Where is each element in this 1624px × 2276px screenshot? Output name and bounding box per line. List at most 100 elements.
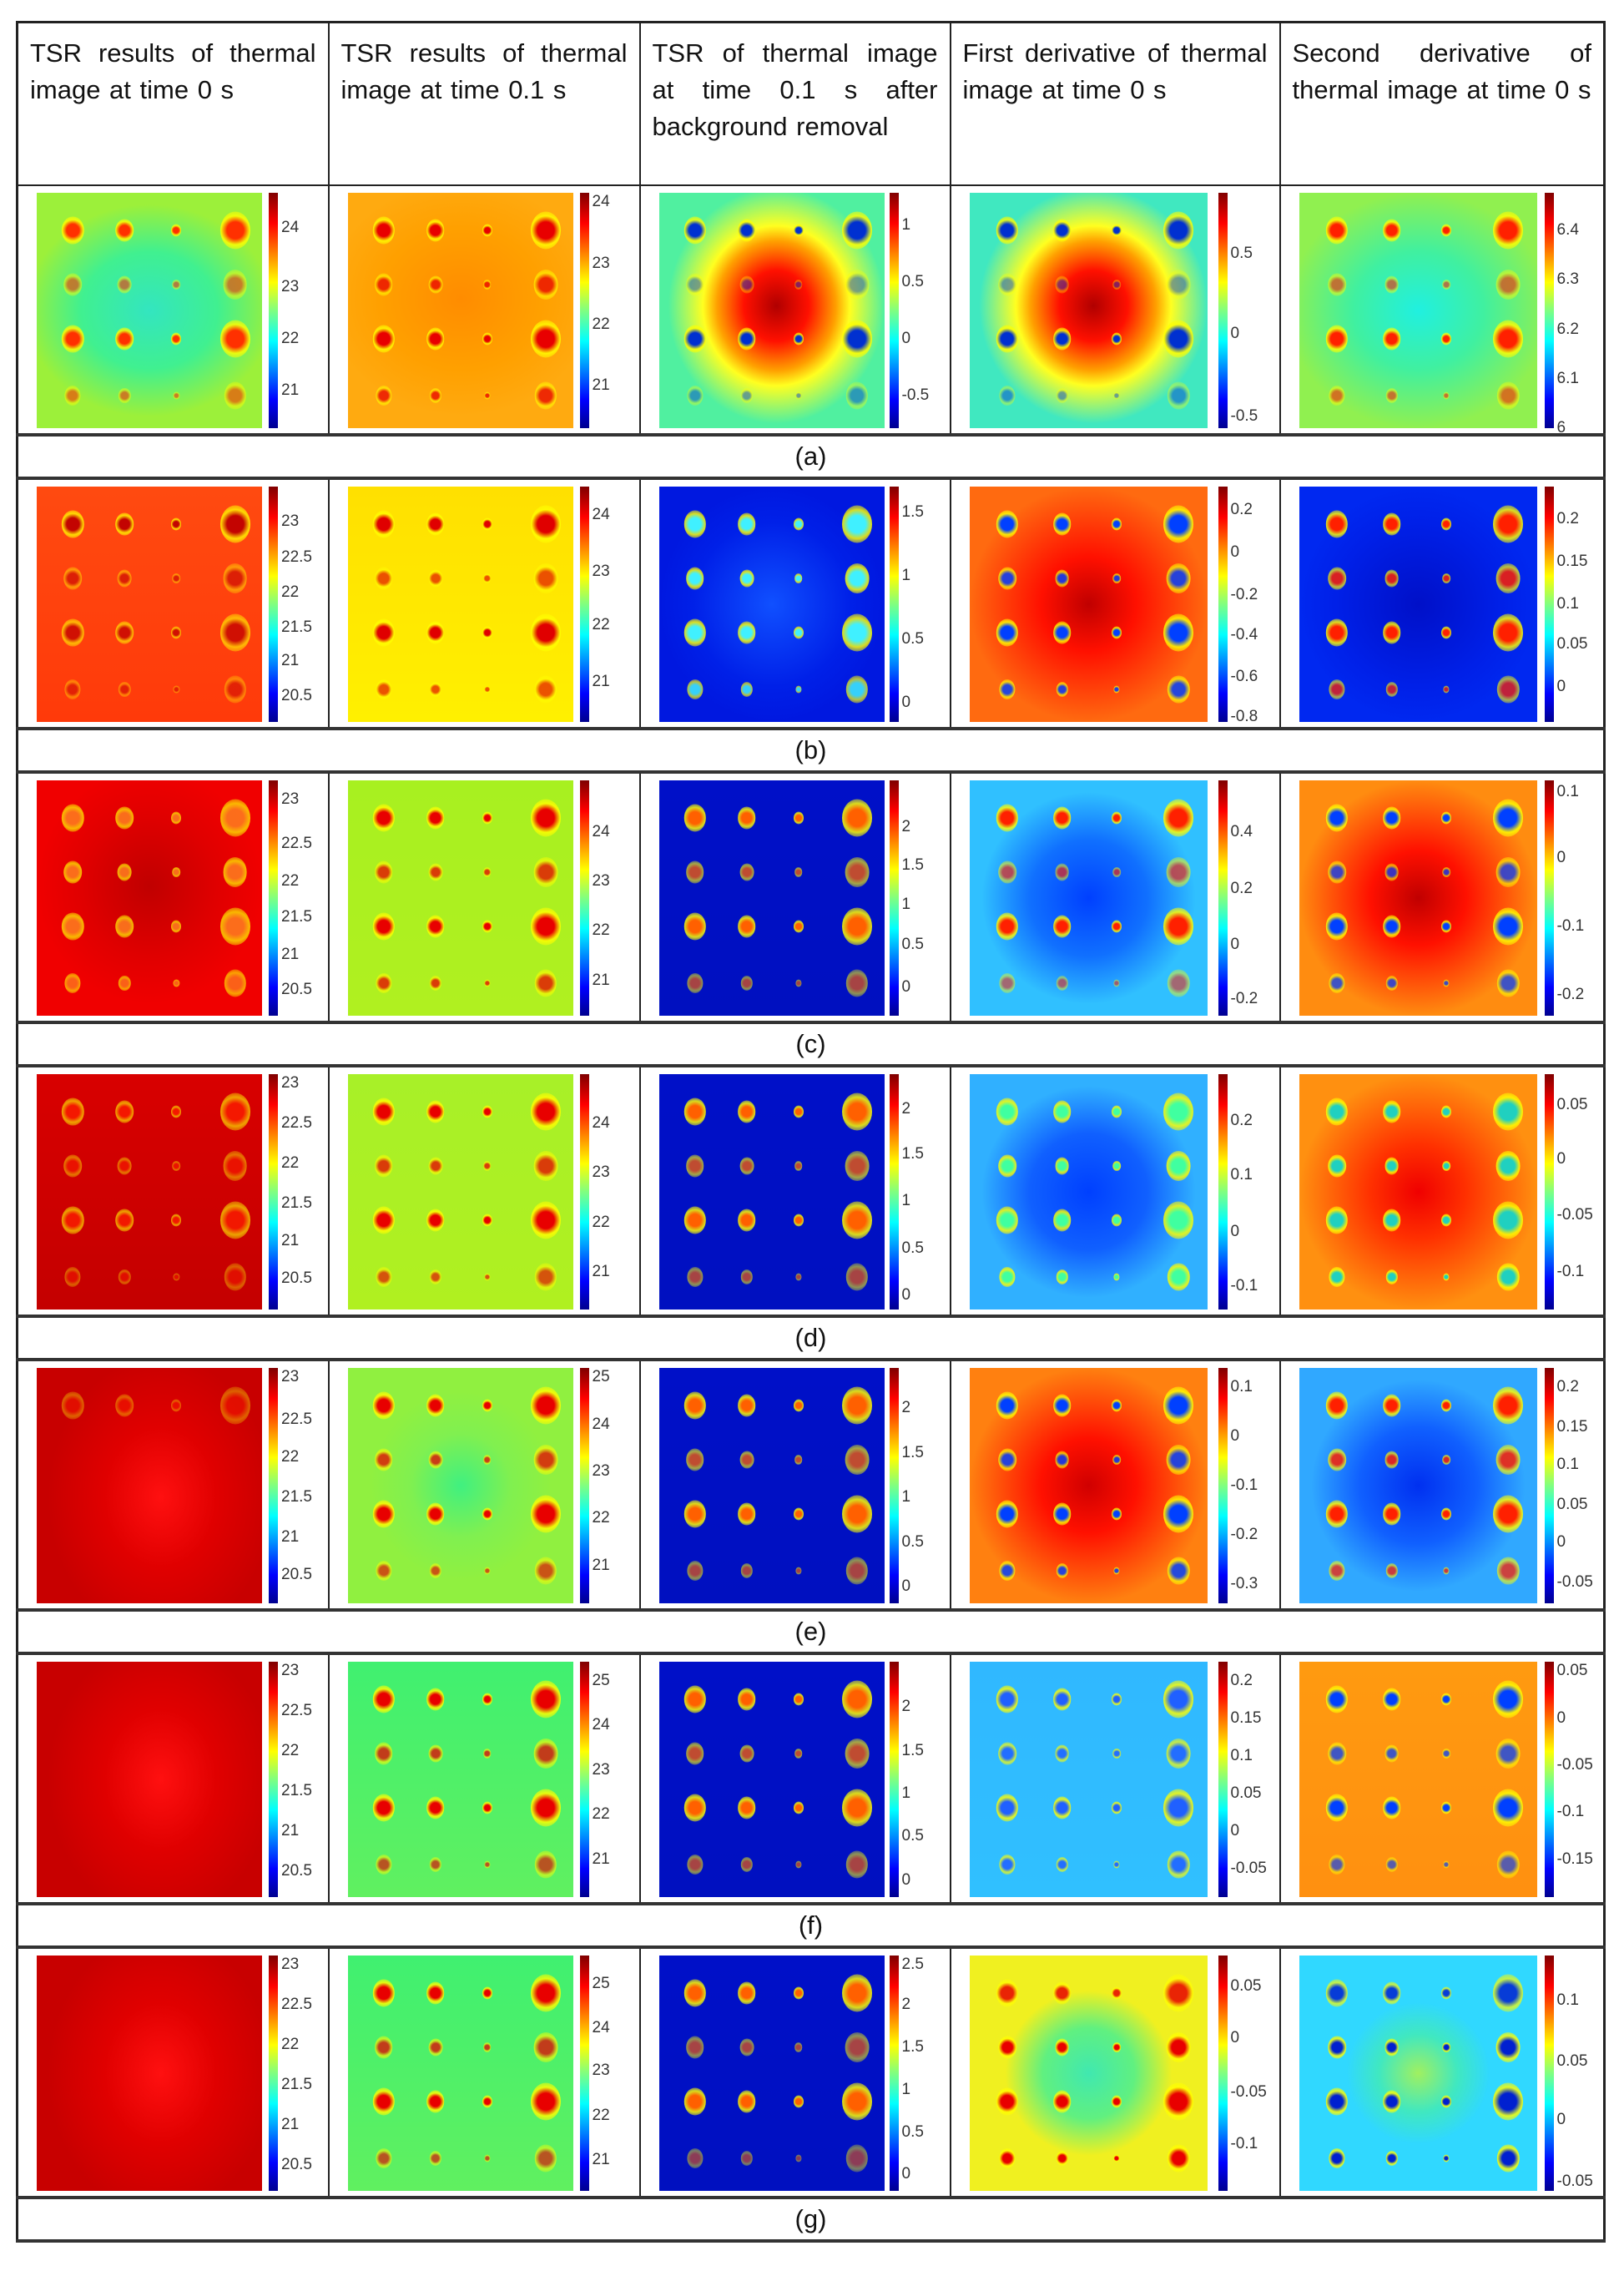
defect-spot <box>996 1098 1019 1126</box>
defect-spot <box>683 2087 706 2116</box>
colorbar-tick-label: 0.5 <box>901 936 924 954</box>
defect-spot <box>1442 1160 1450 1171</box>
defect-spot <box>1441 1399 1452 1412</box>
defect-spot <box>61 510 84 538</box>
defect-spot <box>376 679 392 699</box>
colorbar <box>1544 487 1554 722</box>
defect-spot <box>998 567 1016 590</box>
defect-spot <box>1163 907 1194 946</box>
defect-spot <box>1497 2144 1520 2173</box>
defect-spot <box>482 626 492 639</box>
defect-spot <box>426 1100 445 1123</box>
defect-spot <box>115 1100 134 1123</box>
defect-spot <box>998 1448 1016 1471</box>
defect-spot <box>1441 1105 1452 1118</box>
colorbar-tick-label: 0.05 <box>1230 1784 1262 1802</box>
colorbar-tick-label: 6.4 <box>1556 221 1579 240</box>
colorbar <box>1218 487 1228 722</box>
colorbar-tick-label: -0.2 <box>1230 585 1258 603</box>
defect-spot <box>534 2144 557 2173</box>
defect-spot <box>533 563 558 593</box>
defect-spot <box>482 1986 492 2000</box>
defect-spot <box>996 1794 1019 1822</box>
defect-spot <box>115 1394 134 1417</box>
defect-spot <box>1495 1150 1521 1181</box>
defect-spot <box>61 1098 84 1126</box>
defect-spot <box>61 618 84 647</box>
colorbar-tick-label: 1.5 <box>901 1742 924 1760</box>
defect-spot <box>1112 920 1122 933</box>
defect-spot <box>1441 626 1452 639</box>
defect-spot <box>426 1209 445 1232</box>
defect-spot <box>999 1266 1016 1287</box>
defect-spot <box>482 1507 492 1521</box>
defect-spot <box>1163 1789 1194 1827</box>
defect-spot <box>115 621 134 644</box>
heatmap-cell: 25 24 23 22 21 <box>327 1946 641 2198</box>
defect-spot <box>1113 685 1120 694</box>
colorbar-tick-label: 0.5 <box>901 630 924 648</box>
defect-spot <box>372 1979 395 2007</box>
defect-spot <box>1382 621 1401 644</box>
subfigure-label-cell: (e) <box>16 1608 1606 1655</box>
defect-spot <box>1168 969 1190 997</box>
defect-spot <box>1325 618 1349 647</box>
defect-spot <box>1442 573 1450 583</box>
defect-spot <box>1052 327 1072 351</box>
defect-spot <box>374 273 393 296</box>
thermal-heatmap <box>658 1368 885 1603</box>
defect-spot <box>1055 2038 1070 2056</box>
defect-spot <box>1443 1567 1450 1575</box>
colorbar-tick-label: 22 <box>281 872 300 891</box>
defect-spot <box>1163 613 1194 652</box>
defect-spot <box>534 1263 557 1291</box>
thermal-heatmap <box>969 1662 1208 1897</box>
colorbar-tick-label: -0.05 <box>1556 2172 1593 2190</box>
colorbar-tick-label: 21 <box>592 1850 610 1868</box>
defect-spot <box>1055 1157 1070 1175</box>
defect-spot <box>1112 1507 1122 1521</box>
heatmap-cell: 0.05 0 -0.05 -0.1 <box>1279 1065 1606 1317</box>
defect-spot <box>1163 1495 1194 1533</box>
heatmap-cell: 0.1 0 -0.1 -0.2 <box>1279 771 1606 1023</box>
heatmap-cell: 24 23 22 21 <box>327 1065 641 1317</box>
defect-spot <box>683 804 706 832</box>
thermal-heatmap <box>37 1662 262 1897</box>
colorbar-tick-label: 21 <box>592 1262 610 1280</box>
defect-spot <box>683 1979 706 2007</box>
defect-spot <box>1112 1748 1121 1759</box>
defect-spot <box>117 275 132 294</box>
defect-spot <box>795 979 802 987</box>
defect-spot <box>483 866 492 877</box>
colorbar-tick-label: 21 <box>592 673 610 691</box>
defect-spot <box>531 1201 562 1239</box>
defect-spot <box>793 811 804 825</box>
image-row: 23 22.5 22 21.5 21 20.5 25 24 23 22 21 2 1.5 1 0.5 0 0.1… <box>16 1359 1606 1611</box>
defect-spot <box>842 505 873 543</box>
defect-spot <box>428 275 443 294</box>
defect-spot <box>739 863 754 881</box>
colorbar-tick-label: -0.05 <box>1556 1756 1593 1774</box>
defect-spot <box>998 2036 1016 2059</box>
colorbar <box>1218 1956 1228 2191</box>
defect-spot <box>1163 505 1194 543</box>
defect-spot <box>845 2031 870 2062</box>
colorbar-tick-label: 24 <box>592 1415 610 1433</box>
image-row: 23 22.5 22 21.5 21 20.5 24 23 22 21 2 1.5 1 0.5 0 0.2 0.… <box>16 1065 1606 1317</box>
defect-spot <box>429 1269 441 1284</box>
colorbar-tick-label: 0.1 <box>1556 1455 1579 1473</box>
defect-spot <box>1163 1201 1194 1239</box>
defect-spot <box>1382 1394 1401 1417</box>
heatmap-cell: 0.2 0.15 0.1 0.05 0 -0.05 <box>1279 1359 1606 1611</box>
defect-spot <box>999 1560 1016 1581</box>
defect-spot <box>61 1391 84 1420</box>
colorbar-tick-label: -0.1 <box>1556 1803 1585 1821</box>
colorbar-tick-label: 22 <box>592 1213 610 1231</box>
colorbar-tick-label: 0.2 <box>1230 1112 1253 1130</box>
defect-spot <box>483 279 492 290</box>
defect-spot <box>687 1854 704 1875</box>
defect-spot <box>483 1160 492 1171</box>
colorbar <box>1544 193 1554 428</box>
defect-spot <box>1112 2041 1121 2052</box>
defect-spot <box>533 1444 558 1475</box>
